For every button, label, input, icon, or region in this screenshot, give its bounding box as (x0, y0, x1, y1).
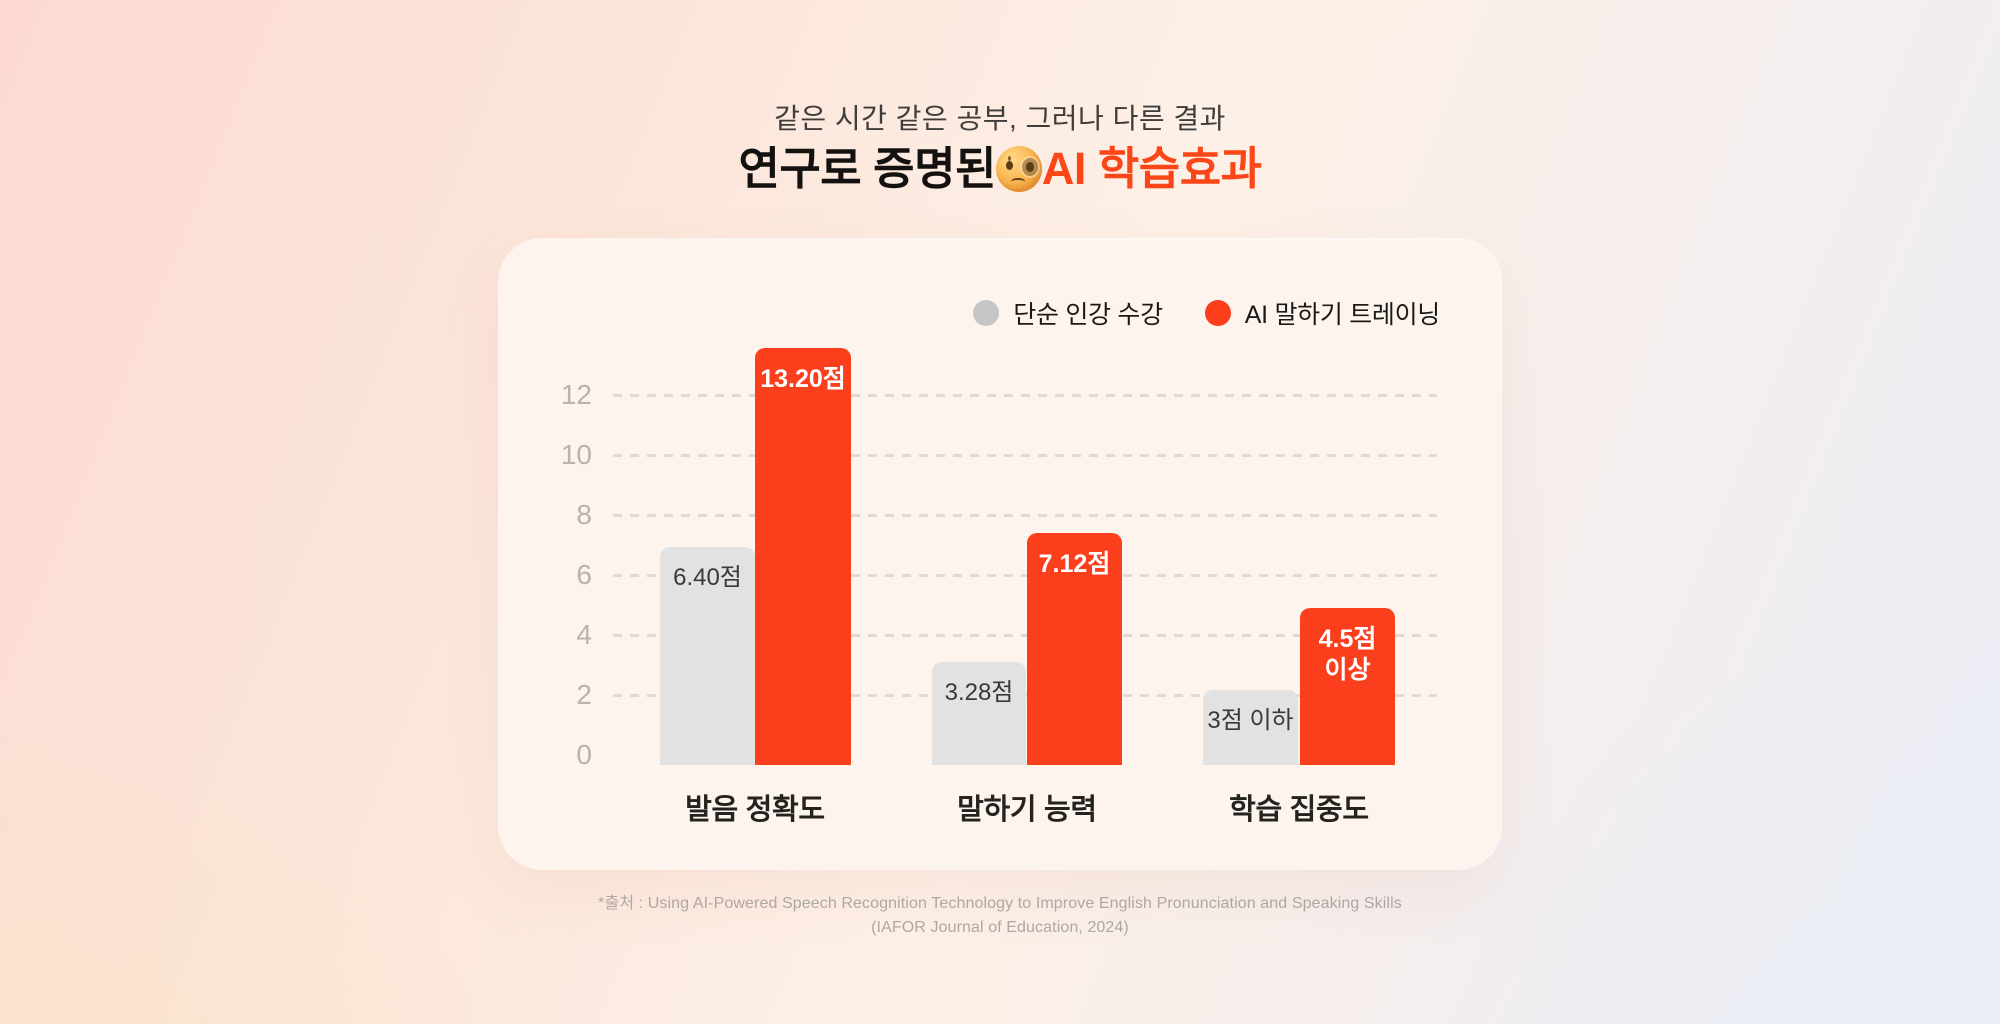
bar-gray-group2: 3.28점 (932, 662, 1026, 765)
bar-red-group3: 4.5점 이상 (1300, 608, 1395, 765)
bar-value-label: 3.28점 (944, 679, 1014, 706)
source-footnote-line-2: (IAFOR Journal of Education, 2024) (871, 919, 1129, 936)
bar-value-label: 6.40점 (673, 564, 742, 591)
x-axis-category-label: 발음 정확도 (685, 794, 825, 826)
legend-dot-red-icon (1204, 300, 1231, 326)
legend-label-ai-training: AI 말하기 트레이닝 (1244, 301, 1441, 329)
page-title: 연구로 증명된 AI 학습효과 (0, 140, 2000, 198)
y-axis-tick-label: 8 (576, 499, 592, 530)
bar-value-label: 4.5점 이상 (1318, 625, 1377, 684)
gridline (613, 574, 1437, 577)
title-accent-text: AI 학습효과 (1041, 143, 1262, 194)
monocle-face-emoji (995, 146, 1042, 192)
chart-legend: 단순 인강 수강 AI 말하기 트레이닝 (973, 295, 1440, 331)
x-axis-category-label: 학습 집중도 (1229, 794, 1369, 826)
legend-dot-gray-icon (973, 300, 1000, 326)
y-axis-tick-label: 0 (576, 739, 592, 770)
gridline (613, 394, 1437, 397)
title-dark-text: 연구로 증명된 (738, 143, 996, 194)
y-axis-tick-label: 4 (576, 619, 592, 650)
chart-card: 단순 인강 수강 AI 말하기 트레이닝 0 2 4 6 8 10 12 6.40점 13.20… (500, 240, 1500, 868)
gridline (613, 454, 1437, 457)
gridline (613, 634, 1437, 637)
legend-item-ai-training: AI 말하기 트레이닝 (1204, 295, 1441, 331)
bar-red-group2: 7.12점 (1027, 533, 1122, 765)
legend-label-simple-lecture: 단순 인강 수강 (1013, 301, 1163, 329)
y-axis-tick-label: 6 (576, 559, 592, 590)
emoji-mouth (1010, 178, 1025, 185)
y-axis-tick-label: 10 (560, 439, 592, 470)
header-subtitle: 같은 시간 같은 공부, 그러나 다른 결과 (774, 103, 1226, 134)
legend-item-simple-lecture: 단순 인강 수강 (973, 295, 1163, 331)
y-axis-tick-label: 2 (576, 679, 592, 710)
bar-value-label: 13.20점 (760, 365, 846, 393)
bar-value-label: 7.12점 (1038, 550, 1111, 578)
bar-gray-group1: 6.40점 (660, 547, 755, 765)
gridline (613, 514, 1437, 517)
source-footnote-line-1: *출처 : Using AI-Powered Speech Recognitio… (598, 895, 1402, 912)
y-axis-tick-label: 12 (560, 379, 592, 410)
x-axis-category-label: 말하기 능력 (957, 794, 1097, 826)
bar-value-label: 3점 이하 (1207, 707, 1294, 734)
bar-red-group1: 13.20점 (755, 348, 851, 765)
bar-gray-group3: 3점 이하 (1203, 690, 1298, 765)
